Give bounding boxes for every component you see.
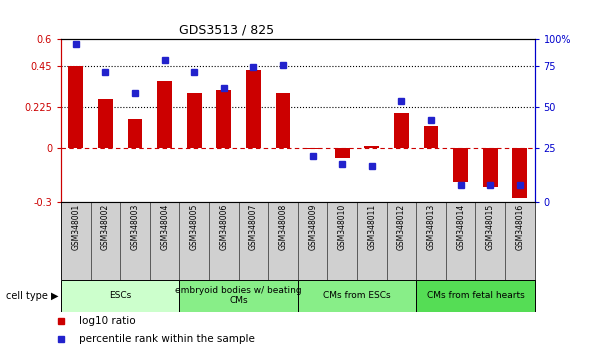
Bar: [335, 148, 349, 158]
Text: log10 ratio: log10 ratio: [79, 316, 136, 326]
Text: CMs from fetal hearts: CMs from fetal hearts: [426, 291, 524, 300]
Text: percentile rank within the sample: percentile rank within the sample: [79, 334, 255, 344]
Text: GSM348016: GSM348016: [515, 204, 524, 250]
Text: GSM348013: GSM348013: [426, 204, 436, 250]
Bar: [157, 81, 172, 148]
Text: GSM348003: GSM348003: [131, 204, 139, 251]
Bar: [306, 148, 320, 149]
Text: GSM348010: GSM348010: [338, 204, 347, 250]
Title: GDS3513 / 825: GDS3513 / 825: [179, 23, 274, 36]
Bar: [246, 70, 261, 148]
Bar: [423, 126, 439, 148]
Text: embryoid bodies w/ beating
CMs: embryoid bodies w/ beating CMs: [175, 286, 302, 305]
Bar: [276, 93, 290, 148]
Bar: [68, 66, 83, 148]
Bar: [364, 146, 379, 148]
Bar: [187, 93, 202, 148]
Text: GSM348004: GSM348004: [160, 204, 169, 251]
Text: GSM348006: GSM348006: [219, 204, 229, 251]
Text: GSM348002: GSM348002: [101, 204, 110, 250]
Bar: [98, 99, 113, 148]
Bar: [453, 148, 468, 182]
Text: cell type ▶: cell type ▶: [5, 291, 58, 301]
Text: ESCs: ESCs: [109, 291, 131, 300]
Text: GSM348005: GSM348005: [190, 204, 199, 251]
Bar: [61, 280, 180, 312]
Bar: [298, 280, 416, 312]
Bar: [513, 148, 527, 198]
Bar: [128, 119, 142, 148]
Text: GSM348014: GSM348014: [456, 204, 465, 250]
Bar: [216, 90, 232, 148]
Text: GSM348009: GSM348009: [308, 204, 317, 251]
Text: GSM348011: GSM348011: [367, 204, 376, 250]
Text: GSM348007: GSM348007: [249, 204, 258, 251]
Text: CMs from ESCs: CMs from ESCs: [323, 291, 391, 300]
Bar: [180, 280, 298, 312]
Bar: [483, 148, 497, 187]
Text: GSM348015: GSM348015: [486, 204, 495, 250]
Text: GSM348008: GSM348008: [279, 204, 288, 250]
Bar: [394, 113, 409, 148]
Bar: [416, 280, 535, 312]
Text: GSM348001: GSM348001: [71, 204, 81, 250]
Text: GSM348012: GSM348012: [397, 204, 406, 250]
